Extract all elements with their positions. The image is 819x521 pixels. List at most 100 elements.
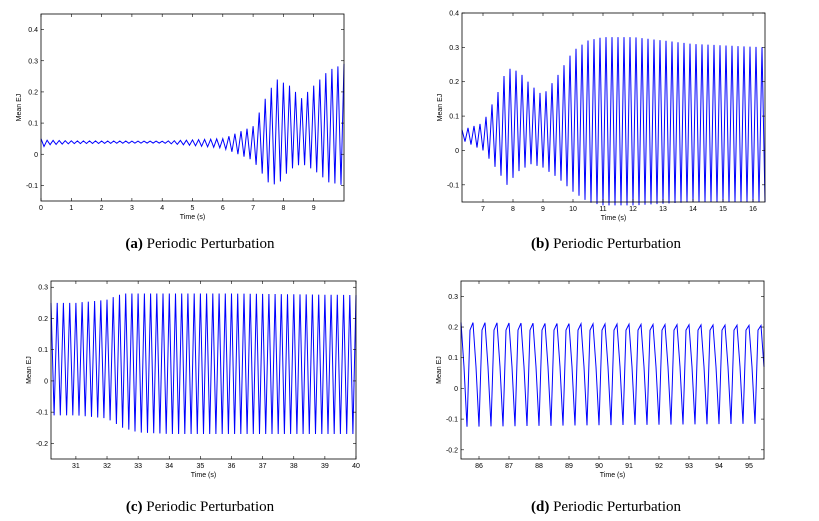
x-tick-label: 8 [281, 205, 285, 212]
x-tick-label: 87 [505, 463, 513, 470]
x-tick-label: 15 [719, 206, 727, 213]
x-tick-label: 33 [134, 463, 142, 470]
x-tick-label: 89 [565, 463, 573, 470]
y-tick-label: 0.4 [28, 27, 38, 34]
x-tick-label: 95 [745, 463, 753, 470]
y-axis-label: Mean EJ [436, 356, 443, 384]
y-tick-label: 0.3 [449, 45, 459, 52]
y-tick-label: -0.1 [26, 183, 38, 190]
x-axis-label: Time (s) [191, 472, 216, 479]
x-tick-label: 86 [475, 463, 483, 470]
x-tick-label: 32 [103, 463, 111, 470]
y-tick-label: -0.1 [447, 182, 459, 189]
caption-b: (b) Periodic Perturbation [406, 236, 806, 253]
caption-a-label: (a) [125, 236, 143, 252]
x-tick-label: 34 [165, 463, 173, 470]
x-tick-label: 3 [130, 205, 134, 212]
series-line [461, 37, 766, 206]
y-tick-label: -0.1 [446, 417, 458, 424]
y-tick-label: 0.2 [28, 89, 38, 96]
chart-c: 31 32 33 34 35 36 37 38 39 40 -0.2 -0.1 0 0.1 0.2 0.3 Ti… [26, 280, 360, 479]
y-axis-label: Mean EJ [26, 356, 33, 384]
x-tick-label: 4 [160, 205, 164, 212]
x-tick-label: 7 [481, 206, 485, 213]
caption-c: (c) Periodic Perturbation [0, 499, 400, 516]
x-tick-label: 35 [196, 463, 204, 470]
x-tick-label: 38 [290, 463, 298, 470]
y-tick-label: 0 [454, 386, 458, 393]
chart-a: 0 1 2 3 4 5 6 7 8 9 -0.1 0 0.1 0.2 0.3 0.4 Time (s) Mean … [16, 13, 345, 221]
x-tick-label: 6 [221, 205, 225, 212]
x-tick-label: 39 [321, 463, 329, 470]
y-tick-label: 0.2 [448, 325, 458, 332]
caption-d-text: Periodic Perturbation [553, 499, 681, 515]
y-tick-label: 0.3 [448, 294, 458, 301]
x-tick-label: 12 [629, 206, 637, 213]
x-tick-label: 0 [39, 205, 43, 212]
caption-a: (a) Periodic Perturbation [0, 236, 400, 253]
caption-d: (d) Periodic Perturbation [406, 499, 806, 516]
caption-a-text: Periodic Perturbation [146, 236, 275, 252]
y-tick-label: -0.2 [446, 447, 458, 454]
x-tick-label: 11 [599, 206, 606, 213]
x-tick-label: 8 [511, 206, 515, 213]
plot-frame [40, 13, 345, 202]
x-tick-label: 10 [569, 206, 577, 213]
x-tick-label: 91 [625, 463, 633, 470]
caption-b-label: (b) [531, 236, 550, 252]
x-axis-label: Time (s) [180, 214, 205, 221]
x-tick-label: 92 [655, 463, 663, 470]
y-tick-label: 0 [455, 148, 459, 155]
x-tick-label: 1 [69, 205, 73, 212]
caption-b-text: Periodic Perturbation [553, 236, 681, 252]
x-tick-label: 7 [251, 205, 255, 212]
x-axis-label: Time (s) [601, 215, 626, 222]
y-tick-label: 0.1 [38, 347, 48, 354]
plot-frame [461, 12, 766, 203]
series-line [50, 293, 357, 435]
x-tick-label: 36 [228, 463, 236, 470]
y-tick-label: 0 [44, 378, 48, 385]
chart-panel-a: 0 1 2 3 4 5 6 7 8 9 -0.1 0 0.1 0.2 0.3 0.4 Time (s) Mean … [8, 8, 388, 226]
x-tick-label: 88 [535, 463, 543, 470]
x-axis-label: Time (s) [600, 472, 625, 479]
chart-b: 7 8 9 10 11 12 13 14 15 16 -0.1 0 0.1 0.2 0.3 0.4 Time (… [437, 11, 766, 222]
caption-c-text: Periodic Perturbation [146, 499, 275, 515]
plot-frame [460, 280, 765, 460]
x-tick-label: 94 [715, 463, 723, 470]
y-tick-label: 0 [34, 152, 38, 159]
chart-panel-b: 7 8 9 10 11 12 13 14 15 16 -0.1 0 0.1 0.2 0.3 0.4 Time (… [430, 8, 810, 226]
series-line [40, 63, 345, 185]
caption-d-label: (d) [531, 499, 550, 515]
x-tick-label: 31 [72, 463, 80, 470]
chart-panel-d: 86 87 88 89 90 91 92 93 94 95 -0.2 -0.1 0 0.1 0.2 0.3 Ti… [430, 280, 810, 485]
y-tick-label: -0.2 [36, 441, 48, 448]
y-tick-label: 0.3 [28, 58, 38, 65]
x-tick-label: 16 [749, 206, 757, 213]
y-tick-label: 0.4 [449, 11, 459, 18]
y-tick-label: 0.1 [448, 355, 458, 362]
plot-frame [50, 280, 357, 460]
x-tick-label: 5 [191, 205, 195, 212]
x-tick-label: 93 [685, 463, 693, 470]
series-line [460, 321, 765, 427]
chart-panel-c: 31 32 33 34 35 36 37 38 39 40 -0.2 -0.1 0 0.1 0.2 0.3 Ti… [20, 280, 400, 485]
y-tick-label: 0.2 [38, 316, 48, 323]
caption-c-label: (c) [125, 499, 143, 515]
y-tick-label: 0.1 [449, 114, 459, 121]
x-tick-label: 9 [312, 205, 316, 212]
chart-d: 86 87 88 89 90 91 92 93 94 95 -0.2 -0.1 0 0.1 0.2 0.3 Ti… [436, 280, 765, 479]
x-tick-label: 9 [541, 206, 545, 213]
x-tick-label: 13 [659, 206, 667, 213]
y-tick-label: 0.1 [28, 121, 38, 128]
x-tick-label: 90 [595, 463, 603, 470]
y-tick-label: 0.3 [38, 285, 48, 292]
y-axis-label: Mean EJ [437, 94, 444, 122]
y-tick-label: 0.2 [449, 79, 459, 86]
x-tick-label: 37 [259, 463, 267, 470]
x-tick-label: 40 [352, 463, 360, 470]
x-tick-label: 2 [100, 205, 104, 212]
x-tick-label: 14 [689, 206, 697, 213]
y-tick-label: -0.1 [36, 410, 48, 417]
y-axis-label: Mean EJ [16, 94, 23, 122]
